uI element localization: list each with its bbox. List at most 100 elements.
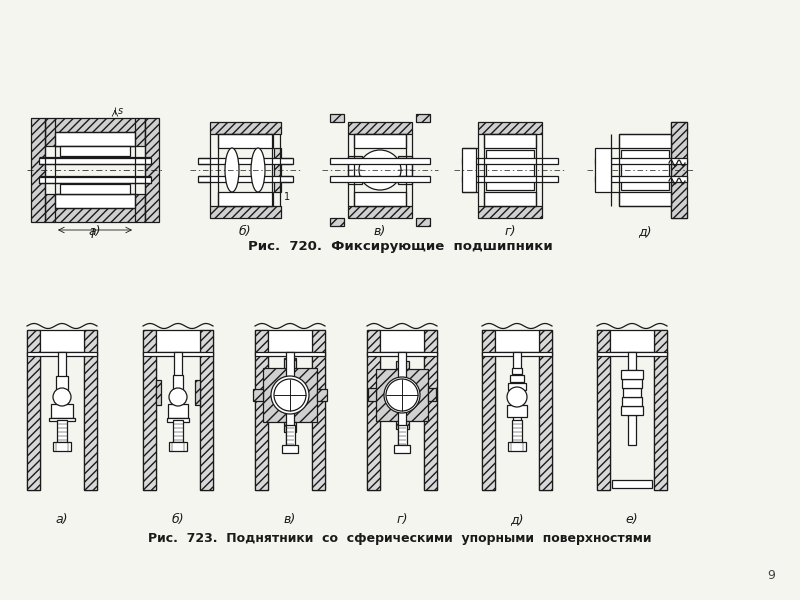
Bar	[255, 330, 268, 490]
Bar	[53, 442, 71, 451]
Bar	[621, 406, 643, 415]
Bar	[286, 352, 294, 445]
Text: 1: 1	[284, 192, 290, 202]
Bar	[354, 192, 406, 206]
Bar	[57, 420, 67, 442]
Bar	[367, 330, 380, 490]
Bar	[274, 148, 281, 192]
Bar	[60, 184, 130, 194]
Bar	[610, 330, 654, 352]
Bar	[595, 158, 687, 164]
Bar	[654, 330, 667, 490]
Bar	[173, 375, 183, 391]
Bar	[348, 206, 412, 218]
Bar	[513, 352, 521, 445]
Bar	[282, 445, 298, 453]
Bar	[145, 118, 159, 222]
Bar	[255, 330, 268, 490]
Bar	[58, 352, 66, 445]
Text: Рис.  723.  Поднятники  со  сферическими  упорными  поверхностями: Рис. 723. Поднятники со сферическими упо…	[148, 532, 652, 545]
Bar	[622, 397, 642, 406]
Text: 9: 9	[767, 569, 775, 582]
Bar	[428, 388, 436, 401]
Bar	[482, 330, 495, 490]
Bar	[539, 330, 552, 490]
Bar	[462, 148, 476, 192]
Text: а): а)	[56, 513, 68, 526]
Bar	[348, 122, 412, 134]
Text: г): г)	[396, 513, 408, 526]
Text: l: l	[90, 228, 94, 241]
Bar	[27, 330, 40, 490]
Circle shape	[384, 377, 420, 413]
Bar	[168, 404, 188, 418]
Text: в): в)	[374, 225, 386, 238]
Bar	[167, 418, 189, 422]
Bar	[416, 218, 430, 226]
Bar	[628, 352, 636, 445]
Bar	[595, 148, 611, 192]
Bar	[482, 352, 552, 356]
Bar	[484, 134, 536, 148]
Bar	[317, 389, 327, 401]
Bar	[40, 330, 84, 352]
Bar	[51, 404, 73, 418]
Text: е): е)	[626, 513, 638, 526]
Bar	[330, 114, 344, 122]
Bar	[55, 194, 135, 208]
Bar	[380, 330, 424, 352]
Bar	[55, 132, 135, 146]
Bar	[84, 330, 97, 490]
Bar	[45, 118, 145, 146]
Bar	[597, 330, 610, 490]
Circle shape	[386, 379, 418, 411]
Bar	[200, 330, 213, 490]
Bar	[330, 176, 430, 182]
Bar	[368, 388, 376, 401]
Bar	[143, 352, 213, 356]
Bar	[27, 330, 40, 490]
Bar	[626, 370, 638, 415]
Bar	[198, 158, 293, 164]
Bar	[482, 330, 495, 490]
Bar	[671, 122, 687, 218]
Bar	[597, 352, 667, 356]
Bar	[156, 380, 161, 405]
Bar	[255, 352, 325, 356]
Bar	[45, 194, 145, 222]
Bar	[255, 330, 268, 490]
Bar	[478, 206, 542, 218]
Bar	[200, 330, 213, 490]
Bar	[424, 330, 437, 490]
Circle shape	[507, 387, 527, 407]
Bar	[654, 330, 667, 490]
Bar	[39, 158, 151, 164]
Bar	[482, 330, 495, 490]
Bar	[376, 369, 428, 421]
Bar	[367, 352, 437, 356]
Circle shape	[53, 388, 71, 406]
Bar	[253, 389, 263, 401]
Bar	[263, 368, 317, 422]
Bar	[218, 134, 273, 148]
Ellipse shape	[225, 148, 239, 192]
Bar	[539, 330, 552, 490]
Bar	[174, 352, 182, 445]
Bar	[49, 418, 75, 421]
Bar	[218, 192, 273, 206]
Bar	[619, 192, 671, 206]
Bar	[27, 330, 40, 490]
Text: s: s	[118, 106, 123, 116]
Bar	[512, 420, 522, 442]
Bar	[462, 158, 558, 164]
Bar	[27, 352, 97, 356]
Text: б): б)	[238, 225, 251, 238]
Bar	[595, 176, 687, 182]
Text: Рис.  720.  Фиксирующие  подшипники: Рис. 720. Фиксирующие подшипники	[248, 240, 552, 253]
Bar	[396, 361, 409, 369]
Bar	[510, 375, 524, 382]
Bar	[200, 330, 213, 490]
Bar	[416, 114, 430, 122]
Bar	[619, 134, 671, 148]
Bar	[56, 376, 68, 390]
